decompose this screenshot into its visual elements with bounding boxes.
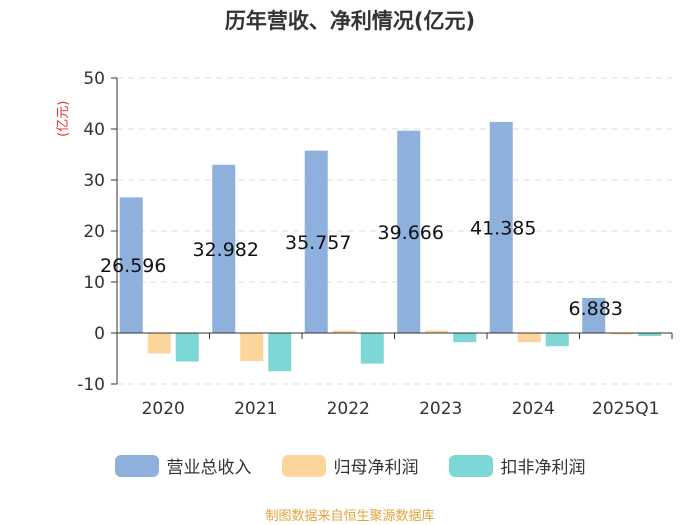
x-tick-label: 2023 <box>419 399 462 419</box>
bar-3-2023 <box>453 333 477 343</box>
data-label: 41.385 <box>470 217 536 239</box>
legend-label: 扣非净利润 <box>500 458 586 478</box>
y-tick-label: 10 <box>83 273 105 293</box>
y-tick-label: 30 <box>83 171 105 191</box>
legend: 营业总收入 归母净利润 扣非净利润 <box>0 453 700 478</box>
bar-3-2025Q1 <box>638 333 662 337</box>
data-label: 6.883 <box>569 298 623 320</box>
bar-2-2022 <box>332 330 356 333</box>
bar-3-2021 <box>268 333 292 372</box>
x-tick-label: 2020 <box>142 399 185 419</box>
legend-swatch <box>114 454 159 477</box>
bar-1-2023 <box>397 130 421 333</box>
x-tick-label: 2025Q1 <box>592 399 659 419</box>
x-tick-label: 2021 <box>234 399 277 419</box>
y-tick-label: 0 <box>94 324 105 344</box>
legend-swatch <box>281 454 326 477</box>
chart-title: 历年营收、净利情况(亿元) <box>224 9 476 33</box>
bar-1-2024 <box>489 121 513 334</box>
data-label: 39.666 <box>378 222 444 244</box>
data-source: 制图数据来自恒生聚源数据库 <box>265 509 435 524</box>
data-label: 35.757 <box>285 232 351 254</box>
bar-2-2025Q1 <box>610 333 634 335</box>
data-label: 26.596 <box>100 255 166 277</box>
legend-item-3[interactable]: 扣非净利润 <box>448 453 586 478</box>
bar-1-2025Q1 <box>582 297 606 333</box>
legend-item-1[interactable]: 营业总收入 <box>114 453 252 478</box>
bar-2-2021 <box>240 333 264 362</box>
bar-1-2022 <box>304 150 328 333</box>
legend-swatch <box>448 454 493 477</box>
legend-label: 归母净利润 <box>333 458 419 478</box>
legend-item-2[interactable]: 归母净利润 <box>281 453 419 478</box>
bar-1-2021 <box>212 164 236 333</box>
y-tick-label: -10 <box>77 375 105 395</box>
x-tick-label: 2022 <box>327 399 370 419</box>
y-tick-label: 20 <box>83 222 105 242</box>
bar-2-2024 <box>517 333 541 343</box>
bar-3-2020 <box>175 333 199 362</box>
legend-label: 营业总收入 <box>166 458 252 478</box>
y-tick-label: 40 <box>83 120 105 140</box>
bar-2-2023 <box>425 330 449 333</box>
bar-2-2020 <box>147 333 171 354</box>
y-axis-label: (亿元) <box>56 101 71 137</box>
data-label: 32.982 <box>193 239 259 261</box>
x-tick-label: 2024 <box>512 399 555 419</box>
y-tick-label: 50 <box>83 69 105 89</box>
bar-3-2022 <box>360 333 384 364</box>
bar-3-2024 <box>545 333 569 347</box>
bar-1-2020 <box>119 197 143 333</box>
